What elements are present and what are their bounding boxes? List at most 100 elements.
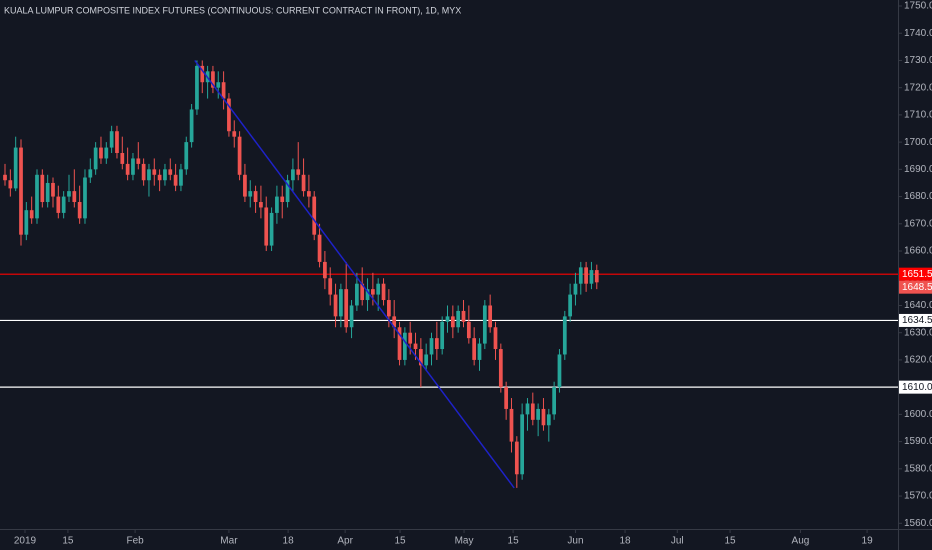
candle-body	[328, 278, 333, 295]
candle-body	[589, 270, 594, 284]
x-tick-label: 15	[508, 536, 520, 547]
y-tick-label: 1720.0	[904, 82, 932, 93]
candle-body	[136, 158, 141, 164]
candle-body	[552, 387, 556, 415]
candle-body	[125, 163, 130, 175]
candle-body	[355, 283, 359, 306]
candle-body	[115, 131, 119, 154]
candle-body	[259, 202, 263, 208]
candle-body	[77, 202, 82, 219]
candle-body	[243, 174, 247, 197]
candle-body	[429, 338, 434, 355]
candle-body	[568, 294, 572, 317]
candle-body	[456, 310, 461, 328]
y-tick-label: 1750.0	[904, 1, 932, 12]
candle-body	[13, 147, 18, 189]
candle-body	[72, 191, 77, 203]
chart-title: KUALA LUMPUR COMPOSITE INDEX FUTURES (CO…	[4, 5, 461, 15]
y-tick-label: 1690.0	[904, 164, 932, 175]
x-tick-label: 18	[619, 536, 631, 547]
candle-body	[179, 169, 183, 186]
candle-body	[312, 196, 317, 235]
y-tick-label: 1560.0	[904, 518, 932, 529]
candle-body	[195, 65, 199, 110]
x-tick-label: Apr	[337, 536, 353, 547]
candle-body	[509, 408, 514, 442]
candle-body	[104, 147, 109, 159]
x-tick-label: Aug	[792, 536, 810, 547]
y-tick-label: 1640.0	[904, 300, 932, 311]
y-tick-label: 1580.0	[904, 463, 932, 474]
candle-body	[557, 354, 562, 388]
candle-body	[99, 147, 103, 159]
candle-body	[291, 169, 295, 181]
candle-body	[275, 196, 279, 213]
x-tick-label: 2019	[14, 536, 37, 547]
candle-body	[434, 338, 439, 350]
candle-body	[237, 136, 242, 175]
candle-body	[594, 270, 599, 283]
candle-body	[541, 408, 546, 426]
candle-body	[578, 267, 583, 284]
candle-body	[253, 191, 258, 203]
candle-body	[67, 191, 71, 197]
level-label: 1610.0	[902, 382, 932, 393]
candle-body	[280, 196, 285, 203]
candle-body	[493, 327, 498, 350]
x-tick-label: May	[455, 536, 474, 547]
candle-body	[51, 182, 55, 197]
y-tick-label: 1700.0	[904, 137, 932, 148]
candle-body	[461, 310, 466, 322]
candle-body	[445, 316, 450, 322]
candle-body	[120, 153, 125, 164]
candle-body	[45, 182, 50, 203]
x-tick-label: 15	[62, 536, 74, 547]
candle-body	[536, 408, 541, 420]
candle-body	[189, 109, 194, 143]
candle-body	[525, 403, 530, 415]
candle-body	[173, 174, 178, 186]
candle-body	[408, 332, 413, 344]
candle-body	[339, 289, 343, 317]
last-price-label-bg	[899, 280, 932, 294]
candle-body	[477, 343, 482, 360]
y-tick-label: 1600.0	[904, 409, 932, 420]
candle-body	[584, 267, 588, 284]
x-tick-label: Jun	[567, 536, 583, 547]
y-tick-label: 1570.0	[904, 491, 932, 502]
candle-body	[248, 191, 253, 197]
candle-body	[530, 403, 535, 420]
candle-body	[472, 338, 477, 360]
level-label: 1634.5	[902, 315, 932, 326]
candle-body	[482, 305, 487, 344]
x-tick-label: Mar	[220, 536, 238, 547]
candle-body	[24, 210, 29, 235]
candle-body	[573, 283, 578, 295]
candle-body	[488, 305, 493, 328]
candle-body	[216, 82, 221, 88]
candle-body	[504, 387, 509, 409]
level-label-bg	[899, 267, 932, 281]
candle-body	[35, 174, 39, 219]
level-label-bg	[899, 380, 932, 394]
candle-body	[285, 180, 290, 203]
candle-body	[520, 414, 525, 475]
candle-body	[344, 289, 349, 328]
candle-body	[376, 283, 381, 295]
candle-body	[83, 177, 87, 219]
candle-body	[29, 210, 34, 219]
candle-body	[61, 196, 66, 213]
candle-body	[19, 147, 23, 235]
candle-body	[386, 300, 391, 317]
candle-body	[424, 354, 429, 366]
candle-body	[211, 71, 215, 88]
y-tick-label: 1630.0	[904, 327, 932, 338]
candle-body	[466, 321, 471, 339]
candle-body	[397, 327, 402, 360]
y-tick-label: 1740.0	[904, 28, 932, 39]
candle-body	[498, 349, 503, 388]
candle-body	[349, 305, 354, 328]
x-tick-label: Jul	[671, 536, 684, 547]
